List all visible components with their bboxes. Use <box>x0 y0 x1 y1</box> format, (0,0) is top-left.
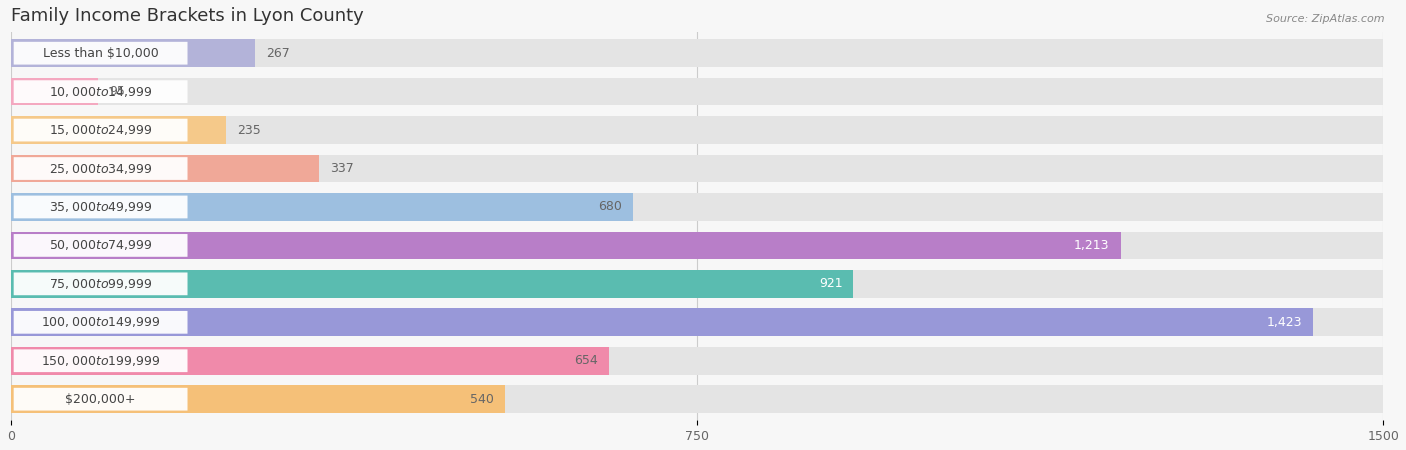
Bar <box>11 270 853 298</box>
Bar <box>11 116 1384 144</box>
FancyBboxPatch shape <box>14 388 187 410</box>
FancyBboxPatch shape <box>14 119 187 141</box>
Text: 680: 680 <box>598 200 621 213</box>
Text: 540: 540 <box>470 393 494 406</box>
FancyBboxPatch shape <box>14 157 187 180</box>
Bar <box>11 78 1384 105</box>
Bar <box>11 308 1313 336</box>
FancyBboxPatch shape <box>14 196 187 218</box>
FancyBboxPatch shape <box>14 42 187 64</box>
Text: 95: 95 <box>108 85 125 98</box>
FancyBboxPatch shape <box>14 273 187 295</box>
Bar <box>11 385 505 413</box>
Bar <box>11 155 319 182</box>
Bar <box>11 308 1384 336</box>
Text: 1,423: 1,423 <box>1267 316 1302 329</box>
Text: $10,000 to $14,999: $10,000 to $14,999 <box>49 85 152 99</box>
Bar <box>11 39 256 67</box>
Text: $15,000 to $24,999: $15,000 to $24,999 <box>49 123 152 137</box>
FancyBboxPatch shape <box>14 311 187 333</box>
Bar <box>11 116 226 144</box>
FancyBboxPatch shape <box>14 80 187 103</box>
Bar <box>11 232 1121 259</box>
Bar <box>11 270 1384 298</box>
Text: $35,000 to $49,999: $35,000 to $49,999 <box>49 200 152 214</box>
Text: 235: 235 <box>236 124 260 137</box>
Text: Source: ZipAtlas.com: Source: ZipAtlas.com <box>1267 14 1385 23</box>
Text: Family Income Brackets in Lyon County: Family Income Brackets in Lyon County <box>11 7 364 25</box>
Bar <box>11 347 609 374</box>
Bar <box>11 155 1384 182</box>
Bar <box>11 193 633 221</box>
FancyBboxPatch shape <box>14 349 187 372</box>
Bar <box>11 232 1384 259</box>
Bar <box>11 385 1384 413</box>
Text: $150,000 to $199,999: $150,000 to $199,999 <box>41 354 160 368</box>
Text: 1,213: 1,213 <box>1074 239 1109 252</box>
Text: 654: 654 <box>575 354 598 367</box>
Text: $200,000+: $200,000+ <box>65 393 136 406</box>
Text: Less than $10,000: Less than $10,000 <box>42 47 159 60</box>
Text: $100,000 to $149,999: $100,000 to $149,999 <box>41 315 160 329</box>
Text: 921: 921 <box>818 277 842 290</box>
Bar <box>11 78 98 105</box>
Bar <box>11 193 1384 221</box>
FancyBboxPatch shape <box>14 234 187 257</box>
Bar <box>11 39 1384 67</box>
Text: 267: 267 <box>266 47 290 60</box>
Text: $75,000 to $99,999: $75,000 to $99,999 <box>49 277 152 291</box>
Text: $50,000 to $74,999: $50,000 to $74,999 <box>49 238 152 252</box>
Bar <box>11 347 1384 374</box>
Text: $25,000 to $34,999: $25,000 to $34,999 <box>49 162 152 176</box>
Text: 337: 337 <box>330 162 354 175</box>
